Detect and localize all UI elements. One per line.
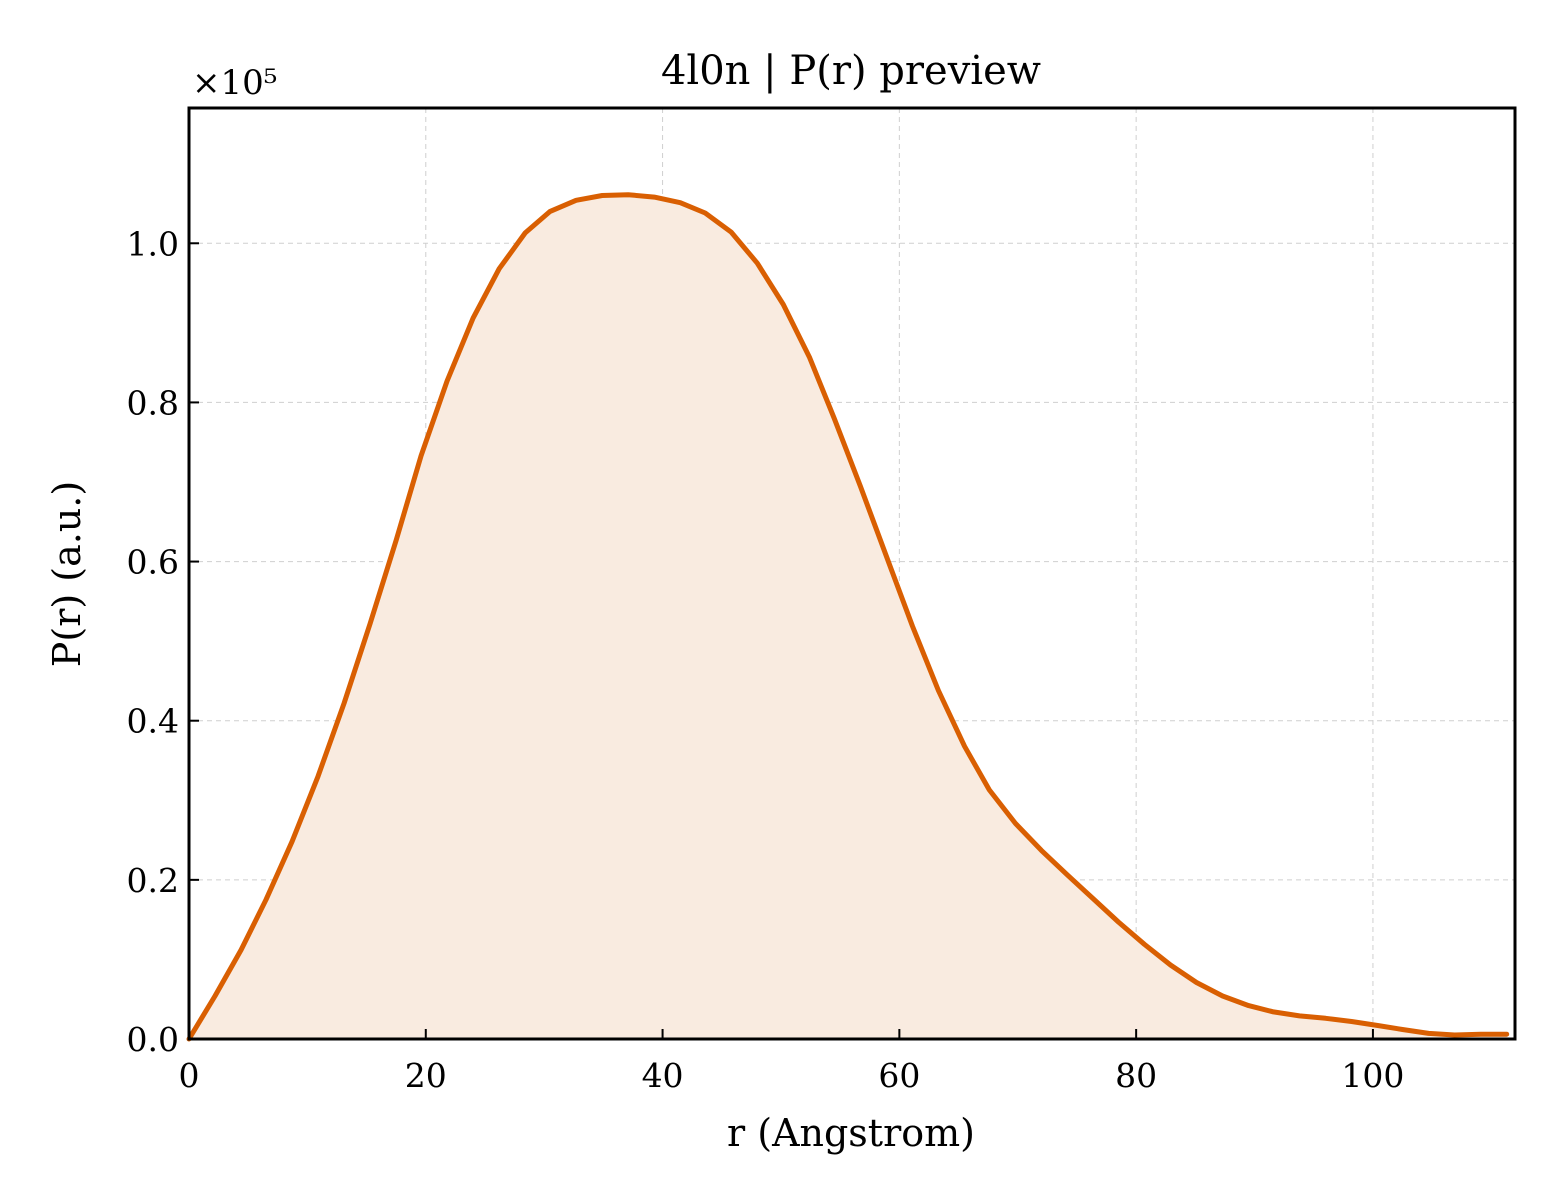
plot-frame xyxy=(187,106,1517,1041)
y-tick-label: 0.6 xyxy=(127,543,179,582)
x-tick-label: 100 xyxy=(1341,1056,1404,1095)
x-tick-label: 60 xyxy=(878,1056,920,1095)
x-tick-label: 80 xyxy=(1115,1056,1157,1095)
x-tick-label: 40 xyxy=(642,1056,684,1095)
y-offset-label: ×10⁵ xyxy=(192,63,277,103)
y-tick-label: 0.0 xyxy=(127,1020,179,1059)
y-tick-label: 1.0 xyxy=(127,224,179,263)
y-axis-label: P(r) (a.u.) xyxy=(45,481,89,667)
chart-title: 4l0n | P(r) preview xyxy=(661,48,1041,94)
y-tick-label: 0.2 xyxy=(127,861,179,900)
y-tick-label: 0.8 xyxy=(127,383,179,422)
x-axis-label: r (Angstrom) xyxy=(727,1111,975,1155)
pr-line xyxy=(186,192,1510,1042)
x-tick-label: 0 xyxy=(179,1056,200,1095)
ticks: 0 20 40 60 80 100 0.0 0.2 0.4 0.6 0.8 1.0 xyxy=(127,224,1405,1095)
x-tick-label: 20 xyxy=(405,1056,447,1095)
pr-area-fill xyxy=(189,194,1507,1039)
y-tick-label: 0.4 xyxy=(127,702,179,741)
